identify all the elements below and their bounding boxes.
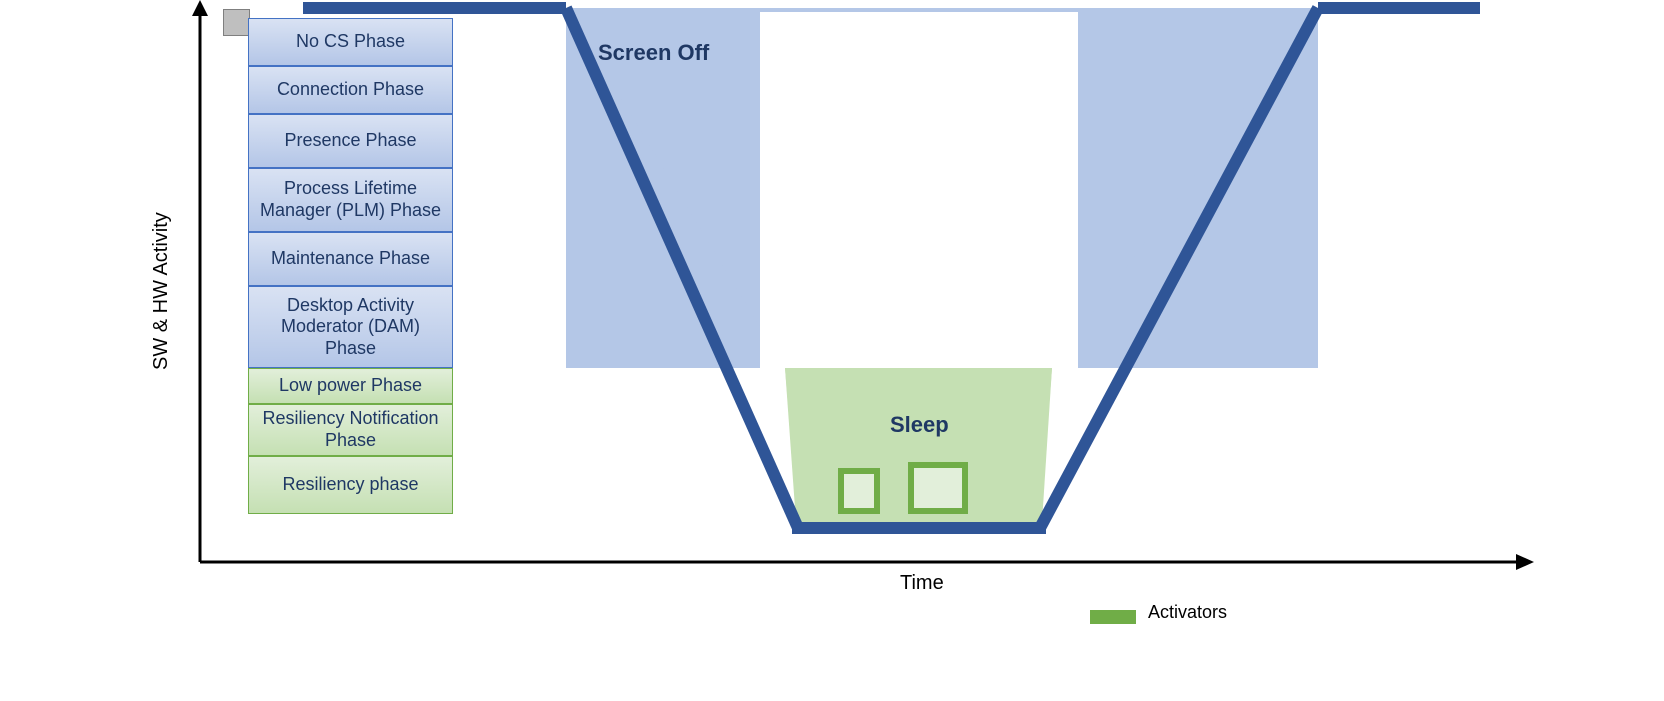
funnel-label-screen-off: Screen Off (598, 40, 709, 66)
activator-rect-1 (908, 462, 968, 514)
activators-legend-swatch (1090, 610, 1136, 624)
phase-cell-7: Resiliency Notification Phase (248, 404, 453, 456)
activators-legend-label: Activators (1148, 602, 1227, 623)
x-axis-label: Time (900, 572, 944, 595)
gray-marker-box (223, 9, 250, 36)
phase-cell-0: No CS Phase (248, 18, 453, 66)
phase-cell-1: Connection Phase (248, 66, 453, 114)
phase-cell-8: Resiliency phase (248, 456, 453, 514)
phase-cell-5: Desktop Activity Moderator (DAM) Phase (248, 286, 453, 368)
phase-cell-3: Process Lifetime Manager (PLM) Phase (248, 168, 453, 232)
y-axis-label: SW & HW Activity (150, 212, 173, 370)
phase-cell-4: Maintenance Phase (248, 232, 453, 286)
funnel-label-sleep: Sleep (890, 412, 949, 438)
phase-cell-2: Presence Phase (248, 114, 453, 168)
phase-cell-6: Low power Phase (248, 368, 453, 404)
activator-rect-0 (838, 468, 880, 514)
